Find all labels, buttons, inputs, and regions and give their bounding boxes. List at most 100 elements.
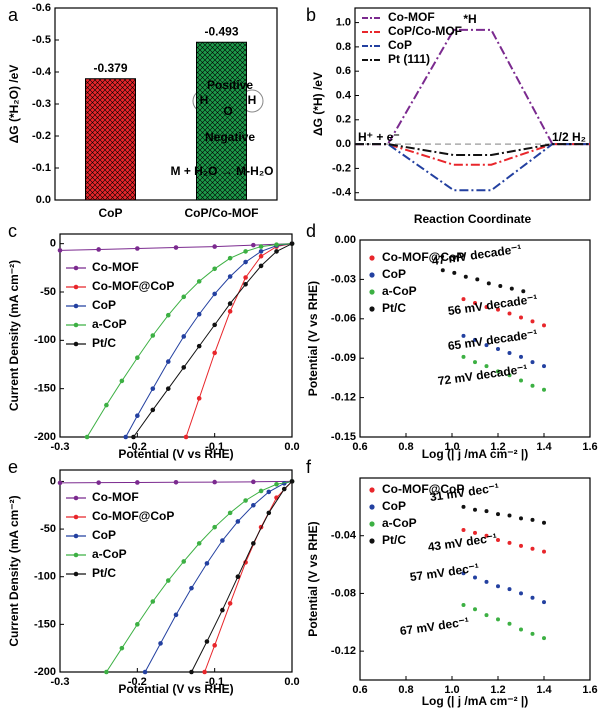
x-tick-label: 1.6 [582, 441, 597, 453]
y-tick-label: -100 [34, 334, 56, 346]
y-tick-label: 0.8 [336, 41, 351, 53]
marker [104, 669, 109, 675]
annotation: 43 mV dec⁻¹ [427, 531, 498, 555]
annotation: 67 mV dec⁻¹ [399, 615, 470, 639]
legend-symbol [73, 552, 79, 558]
legend-symbol [369, 289, 375, 295]
marker [227, 510, 233, 516]
x-tick-label: 0.0 [284, 676, 299, 688]
marker [243, 498, 248, 503]
bar [196, 41, 247, 201]
y-tick-label: -0.1 [32, 162, 51, 174]
marker [274, 481, 279, 487]
legend-symbol [73, 495, 79, 501]
y-tick-label: 0.00 [335, 234, 356, 246]
point [519, 627, 523, 632]
panel-letter: a [8, 5, 19, 25]
annotation: O [223, 104, 232, 118]
legend-label: Co-MOF@CoP [92, 279, 174, 293]
x-tick-label: -0.2 [128, 441, 147, 453]
marker [227, 301, 233, 306]
series-line [355, 143, 590, 157]
x-tick-label: 1.4 [536, 684, 552, 696]
marker [196, 541, 202, 546]
marker [212, 244, 217, 249]
marker [235, 574, 241, 580]
marker [135, 622, 140, 627]
x-tick-label: 1.6 [582, 684, 597, 696]
marker [84, 434, 90, 440]
annotation: 65 mV decade⁻¹ [447, 327, 538, 353]
y-tick-label: -0.12 [331, 645, 356, 657]
x-axis-label: Log (| j /mA cm⁻² |) [422, 694, 529, 708]
y-tick-label: -50 [40, 286, 56, 298]
point [440, 268, 445, 273]
point [519, 516, 523, 521]
x-tick-label: 1.4 [536, 441, 552, 453]
point [507, 373, 512, 378]
annotation: Negative [205, 130, 255, 144]
legend-label: Pt/C [92, 566, 116, 580]
point [461, 297, 466, 302]
point [519, 354, 523, 359]
marker [173, 245, 179, 250]
marker [181, 334, 187, 339]
y-tick-label: -150 [34, 618, 56, 630]
point [496, 617, 500, 622]
point [461, 354, 466, 359]
y-tick-label: -0.09 [331, 352, 356, 364]
legend-symbol [369, 306, 375, 312]
marker [158, 641, 163, 646]
y-tick-label: -0.2 [332, 162, 351, 174]
plot-frame [59, 233, 293, 438]
marker [173, 612, 179, 618]
marker [258, 488, 264, 494]
legend-label: Co-MOF@CoP [382, 250, 464, 264]
x-tick-label: -0.1 [205, 441, 224, 453]
marker [227, 255, 233, 261]
point [521, 289, 526, 294]
marker [196, 279, 202, 284]
marker [204, 561, 210, 566]
y-tick-label: -0.12 [331, 392, 356, 404]
marker [196, 343, 202, 349]
marker [123, 434, 129, 440]
y-tick-label: 0.0 [36, 194, 51, 206]
marker [243, 249, 248, 254]
panel-letter: b [306, 5, 316, 25]
point [496, 307, 500, 312]
y-tick-label: -0.6 [32, 2, 51, 14]
point [542, 387, 546, 392]
marker [281, 486, 287, 492]
marker [150, 386, 156, 391]
legend-label: CoP [382, 267, 406, 281]
legend-symbol [73, 284, 79, 290]
marker [183, 434, 189, 440]
marker [243, 259, 248, 265]
annotation: 1/2 H₂ [552, 130, 586, 144]
annotation: *H [463, 12, 476, 26]
point [496, 512, 500, 517]
y-axis-label: Current Density (mA cm⁻²) [7, 260, 21, 411]
point [463, 274, 468, 279]
marker [96, 247, 101, 252]
marker [150, 599, 156, 604]
y-tick-label: -200 [34, 431, 56, 443]
legend-label: CoP [92, 528, 116, 542]
marker [104, 402, 109, 408]
x-tick-label: 0.6 [352, 441, 367, 453]
marker [243, 281, 248, 287]
marker [212, 266, 217, 272]
marker [251, 502, 256, 508]
marker [243, 275, 248, 280]
point [507, 350, 512, 355]
marker [227, 309, 233, 314]
marker [135, 355, 140, 361]
series-line [355, 143, 590, 166]
marker [135, 246, 140, 251]
x-tick-label: 0.6 [352, 684, 367, 696]
annotation: H⁺ + e⁻ [358, 130, 400, 144]
marker [266, 489, 272, 495]
